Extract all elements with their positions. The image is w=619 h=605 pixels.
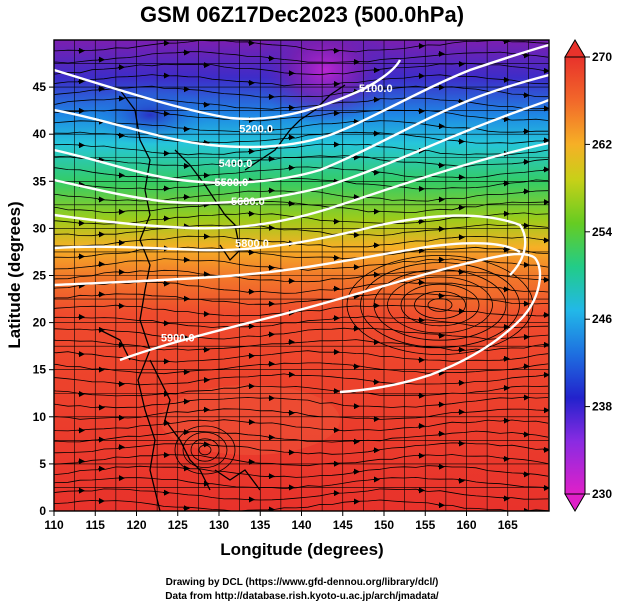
y-tick-label: 0 [39,504,46,518]
chart-title: GSM 06Z17Dec2023 (500.0hPa) [140,2,464,27]
y-axis-title: Latitude (degrees) [5,201,24,348]
y-tick-label: 40 [33,127,47,141]
streamline [54,51,549,64]
height-contours [54,43,549,394]
streamline [54,155,549,168]
streamline [54,74,549,87]
streamline [54,120,548,133]
streamline [54,430,549,443]
streamline [54,178,549,191]
gyre-streamline [346,254,534,355]
colorbar-tick-label: 238 [592,400,612,414]
colorbar-tick-label: 246 [592,312,612,326]
contour-label: 5900.0 [161,332,195,344]
y-axis-ticks: 0 5 10 15 20 25 30 35 40 45 [33,80,54,518]
x-tick-label: 110 [44,518,64,532]
y-tick-label: 10 [33,410,47,424]
streamline [54,109,549,122]
gyre-streamline [414,290,466,319]
contour-label: 5500.0 [215,177,249,189]
streamline [54,419,549,432]
contour-label: 5200.0 [239,123,273,135]
credit-drawing: Drawing by DCL (https://www.gfd-dennou.o… [166,577,439,588]
streamline [54,143,549,156]
cold-trough [90,85,210,145]
streamline [54,293,549,305]
credit-data: Data from http://database.rish.kyoto-u.a… [165,591,439,602]
streamline [54,396,549,409]
x-tick-label: 160 [456,518,476,532]
x-tick-label: 140 [291,518,311,532]
colorbar-ticks: 230 238 246 254 262 270 [585,50,612,501]
streamline [54,246,549,260]
gyre-streamline [400,283,480,327]
y-tick-label: 15 [33,363,47,377]
contour-label: 5800.0 [235,238,269,250]
y-tick-label: 30 [33,221,47,235]
colorbar: 230 238 246 254 262 270 [564,39,612,512]
y-tick-label: 20 [33,316,47,330]
colorbar-bottom-arrow [564,493,586,512]
streamlines [54,40,549,511]
x-tick-label: 125 [168,518,188,532]
plot-area: 5100.0 5200.0 5400.0 5500.0 5600.0 5800.0 5900… [54,40,549,511]
streamline [54,488,549,501]
x-axis-ticks: 110 115 120 125 130 135 140 145 150 155 160 165 [44,511,518,532]
y-tick-label: 45 [33,80,47,94]
streamline [54,362,549,375]
colorbar-tick-label: 262 [592,137,612,151]
vortex-streamline [182,431,228,468]
colorbar-bar [564,56,586,495]
streamline [54,224,549,237]
gyre-streamline [387,276,493,334]
streamline [54,281,549,294]
colorbar-top-arrow [564,39,586,58]
streamline [54,327,549,340]
colorbar-tick-label: 254 [592,225,612,239]
x-axis-title: Longitude (degrees) [220,540,383,559]
x-tick-label: 115 [86,518,106,532]
contour-label: 5600.0 [231,196,265,208]
colorbar-tick-label: 270 [592,50,612,64]
streamline [54,465,549,478]
x-tick-label: 150 [374,518,394,532]
streamline [54,499,549,511]
gyre-streamline [427,298,453,312]
x-tick-label: 135 [250,518,270,532]
y-tick-label: 25 [33,269,47,283]
streamline [54,454,549,467]
y-tick-label: 5 [39,457,46,471]
vortex-streamline [174,425,236,475]
x-tick-label: 120 [126,518,146,532]
y-tick-label: 35 [33,174,47,188]
vortex-streamline [198,444,212,456]
contour-label: 5100.0 [359,83,393,95]
x-tick-label: 165 [498,518,518,532]
coastline [99,84,346,511]
colorbar-tick-label: 230 [592,487,612,501]
gyre-streamline [360,262,520,348]
x-tick-label: 145 [333,518,353,532]
contour-label: 5400.0 [219,158,253,170]
streamline [54,85,549,98]
streamline [54,40,549,53]
x-tick-label: 130 [209,518,229,532]
x-tick-label: 155 [415,518,435,532]
contour-labels: 5100.0 5200.0 5400.0 5500.0 5600.0 5800.0 5900… [161,83,393,345]
